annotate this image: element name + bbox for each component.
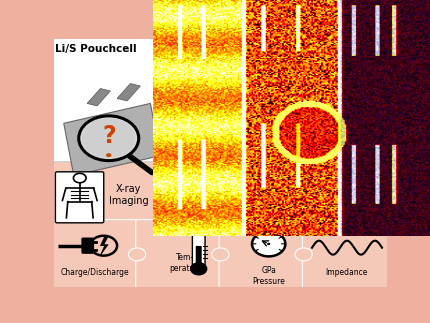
- Text: GPa
Pressure: GPa Pressure: [252, 266, 285, 286]
- FancyBboxPatch shape: [192, 230, 205, 269]
- FancyBboxPatch shape: [52, 220, 138, 288]
- Circle shape: [267, 243, 270, 245]
- Circle shape: [252, 232, 286, 256]
- Polygon shape: [117, 84, 140, 101]
- Text: Tem-
perature: Tem- perature: [169, 253, 202, 273]
- Circle shape: [191, 263, 207, 275]
- Text: 10 mm: 10 mm: [349, 214, 375, 220]
- Text: 1st Charge: 1st Charge: [321, 43, 373, 52]
- Text: Pristine: Pristine: [212, 43, 248, 52]
- Circle shape: [295, 248, 312, 261]
- Polygon shape: [64, 103, 160, 176]
- FancyBboxPatch shape: [52, 162, 174, 226]
- FancyBboxPatch shape: [82, 238, 93, 253]
- Text: Ω: Ω: [340, 217, 353, 235]
- Circle shape: [212, 248, 229, 261]
- Circle shape: [254, 132, 307, 172]
- FancyBboxPatch shape: [219, 220, 305, 288]
- FancyBboxPatch shape: [302, 220, 388, 288]
- Text: Impedance: Impedance: [325, 268, 368, 277]
- Text: Charge/Discharge: Charge/Discharge: [61, 268, 130, 277]
- FancyBboxPatch shape: [55, 172, 104, 223]
- Polygon shape: [87, 89, 111, 106]
- FancyBboxPatch shape: [196, 246, 202, 268]
- Circle shape: [129, 248, 146, 261]
- Text: Temperature
Sensor: Temperature Sensor: [353, 108, 406, 121]
- Text: 1st Discharge: 1st Discharge: [254, 43, 320, 52]
- FancyBboxPatch shape: [52, 37, 174, 164]
- Polygon shape: [101, 236, 108, 255]
- Text: Force
Sensor: Force Sensor: [263, 141, 298, 161]
- Circle shape: [106, 153, 111, 157]
- FancyBboxPatch shape: [136, 220, 222, 288]
- Text: ?: ?: [102, 124, 116, 148]
- Circle shape: [79, 116, 139, 161]
- Circle shape: [82, 118, 135, 158]
- Text: Li/S Pouchcell: Li/S Pouchcell: [55, 44, 137, 54]
- Text: X-ray
Imaging: X-ray Imaging: [109, 184, 148, 206]
